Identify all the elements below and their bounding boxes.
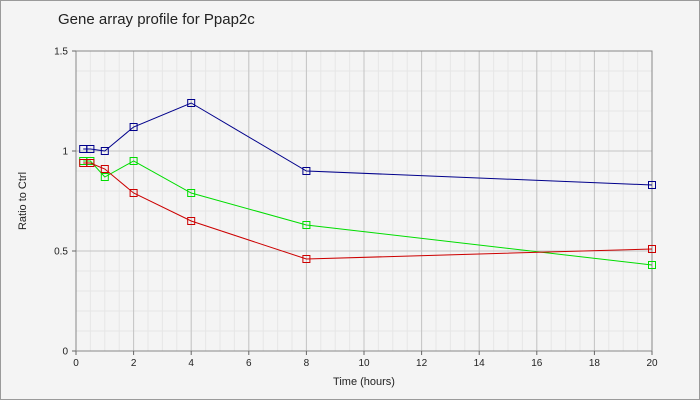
- x-tick-label: 12: [416, 358, 428, 369]
- data-point-marker: [129, 189, 138, 197]
- x-tick-label: 16: [531, 358, 543, 369]
- series-layer: [79, 99, 656, 269]
- data-point-marker: [100, 173, 109, 181]
- x-tick-label: 18: [589, 358, 601, 369]
- y-tick-label: 1: [62, 147, 68, 158]
- data-point-marker: [187, 99, 196, 107]
- x-tick-label: 14: [474, 358, 486, 369]
- data-point-marker: [302, 255, 311, 263]
- data-point-marker: [129, 157, 138, 165]
- series-line: [83, 160, 653, 266]
- data-point-marker: [100, 165, 109, 173]
- data-point-marker: [187, 217, 196, 225]
- x-tick-label: 6: [246, 358, 252, 369]
- y-axis-label: Ratio to Ctrl: [17, 172, 29, 230]
- y-tick-label: 0.5: [54, 247, 68, 258]
- series-line: [83, 162, 653, 260]
- series-line: [83, 102, 653, 186]
- data-point-marker: [648, 245, 656, 253]
- data-point-marker: [86, 145, 95, 153]
- series-3: [79, 159, 656, 263]
- x-tick-label: 2: [131, 358, 137, 369]
- data-point-marker: [302, 167, 311, 175]
- x-tick-label: 0: [73, 358, 79, 369]
- chart-title: Gene array profile for Ppap2c: [58, 11, 255, 28]
- data-point-marker: [648, 261, 656, 269]
- data-point-marker: [86, 159, 95, 167]
- data-point-marker: [187, 189, 196, 197]
- data-point-marker: [129, 123, 138, 131]
- series-1: [79, 99, 656, 189]
- x-tick-label: 10: [358, 358, 370, 369]
- data-point-marker: [100, 147, 109, 155]
- x-axis-label: Time (hours): [333, 376, 395, 388]
- data-point-marker: [302, 221, 311, 229]
- x-tick-label: 20: [646, 358, 658, 369]
- y-tick-label: 0: [62, 347, 68, 358]
- x-tick-label: 8: [304, 358, 310, 369]
- x-tick-label: 4: [188, 358, 194, 369]
- axis-ticks: 0 2 4 6 8 10 12 14 16 18 20 0 0.5 1 1.5: [54, 47, 658, 370]
- y-tick-label: 1.5: [54, 47, 68, 58]
- data-point-marker: [648, 181, 656, 189]
